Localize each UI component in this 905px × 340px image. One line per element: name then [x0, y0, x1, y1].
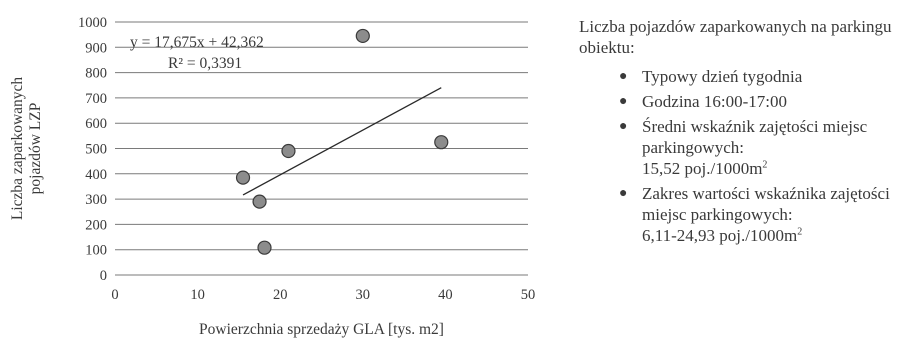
x-tick-label: 50 [521, 287, 536, 303]
list-item-text: Zakres wartości wskaźnika zajętości miej… [642, 184, 890, 224]
y-tick-label: 600 [85, 116, 107, 132]
y-tick-label: 700 [85, 91, 107, 107]
x-tick-label: 0 [111, 287, 118, 303]
y-tick-label: 800 [85, 66, 107, 82]
y-axis-title-line: pojazdów LZP [27, 103, 44, 195]
x-tick-label: 10 [190, 287, 205, 303]
data-point [252, 194, 267, 209]
notes-panel: Liczba pojazdów zaparkowanych na parking… [579, 16, 901, 250]
data-point [257, 240, 272, 255]
x-tick-label: 20 [273, 287, 288, 303]
list-item: ● Średni wskaźnik zajętości miejsc parki… [579, 116, 901, 179]
y-tick-label: 900 [85, 40, 107, 56]
y-tick-label: 400 [85, 167, 107, 183]
data-point [281, 143, 296, 159]
list-item: ● Typowy dzień tygodnia [579, 66, 901, 87]
list-item-value: 15,52 poj./1000m2 [642, 158, 901, 179]
y-tick-label: 1000 [78, 15, 107, 31]
y-tick-label: 200 [85, 217, 107, 233]
x-axis-title: Powierzchnia sprzedaży GLA [tys. m2] [199, 321, 444, 338]
list-item: ● Godzina 16:00-17:00 [579, 91, 901, 112]
y-tick-label: 500 [85, 142, 107, 158]
notes-list: ● Typowy dzień tygodnia ● Godzina 16:00-… [579, 66, 901, 246]
list-item: ● Zakres wartości wskaźnika zajętości mi… [579, 183, 901, 246]
list-item-text: Typowy dzień tygodnia [642, 67, 803, 86]
list-item-value: 6,11-24,93 poj./1000m2 [642, 225, 901, 246]
bullet-icon: ● [619, 94, 628, 109]
y-tick-label: 300 [85, 192, 107, 208]
trendline [242, 87, 442, 196]
x-tick-label: 40 [438, 287, 453, 303]
y-axis-title: Liczba zaparkowanychpojazdów LZP [9, 77, 44, 221]
data-point [355, 28, 370, 44]
y-axis-title-line: Liczba zaparkowanych [9, 77, 26, 221]
bullet-icon: ● [619, 119, 628, 134]
bullet-icon: ● [619, 186, 628, 201]
scatter-chart: 0 100 200 300 400 500 600 700 800 900 1000 0 10 20 30 4… [9, 15, 536, 338]
value-superscript: 2 [762, 159, 768, 171]
value-text: 15,52 poj./1000m [642, 159, 763, 178]
trendline-r2: R² = 0,3391 [168, 55, 242, 72]
trendline-equation: y = 17,675x + 42,362 [130, 34, 264, 51]
bullet-icon: ● [619, 69, 628, 84]
y-tick-label: 100 [85, 243, 107, 259]
chart-svg: 0 100 200 300 400 500 600 700 800 900 1000 0 10 20 30 4… [9, 15, 536, 338]
data-point [434, 135, 449, 150]
value-superscript: 2 [797, 226, 803, 238]
y-tick-label: 0 [100, 268, 107, 284]
notes-intro: Liczba pojazdów zaparkowanych na parking… [579, 17, 892, 57]
data-point [235, 170, 251, 185]
value-text: 6,11-24,93 poj./1000m [642, 226, 798, 245]
x-tick-label: 30 [356, 287, 371, 303]
list-item-text: Średni wskaźnik zajętości miejsc parking… [642, 117, 868, 157]
list-item-text: Godzina 16:00-17:00 [642, 92, 787, 111]
